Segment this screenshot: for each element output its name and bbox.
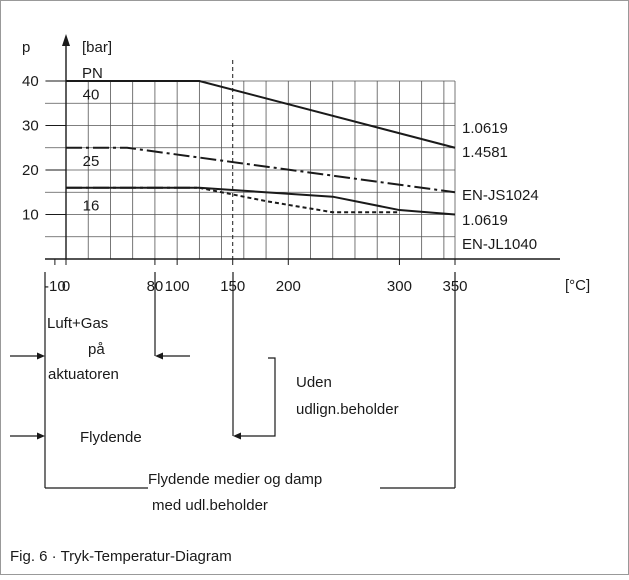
y-tick-label: 10	[22, 207, 39, 224]
figure-caption: Fig. 6 · Tryk-Temperatur-Diagram	[10, 548, 232, 565]
annot-flydende: Flydende	[80, 429, 142, 446]
annotations: Luft+Gas på aktuatoren Uden udlign.behol…	[10, 272, 456, 514]
annot-uden: Uden	[296, 374, 332, 391]
series-pn16a	[66, 186, 456, 216]
x-tick-label: 300	[387, 278, 412, 295]
right-label-4: 1.0619	[462, 212, 508, 229]
pn-value-label: 40	[83, 86, 100, 103]
y-tick-label: 30	[22, 118, 39, 135]
x-tick-label: 200	[276, 278, 301, 295]
arrow-uden-head	[233, 432, 241, 440]
y-tick-label: 40	[22, 73, 39, 90]
y-axis-arrow	[62, 34, 70, 46]
series-pn40	[66, 80, 456, 149]
x-tick-label: 0	[62, 278, 70, 295]
right-label-1: 1.0619	[462, 120, 508, 137]
annot-paa: på	[88, 341, 105, 358]
annot-flydende-medier: Flydende medier og damp	[148, 471, 322, 488]
pn-value-label: 16	[83, 198, 100, 215]
y-tick-label: 20	[22, 162, 39, 179]
series: 40 25 16	[66, 80, 456, 216]
x-tick-label: 100	[165, 278, 190, 295]
pn-label: PN	[82, 65, 103, 82]
right-label-2: 1.4581	[462, 144, 508, 161]
grid	[45, 60, 456, 259]
y-axis-label: p	[22, 39, 30, 56]
x-tick-label: -10	[44, 278, 66, 295]
uden-bracket	[268, 357, 276, 437]
pn-value-label: 25	[83, 153, 100, 170]
series-pn16c	[199, 186, 400, 214]
arrow-left-flydende-head	[37, 432, 45, 440]
annot-aktuatoren: aktuatoren	[48, 366, 119, 383]
labels: p [bar] PN [°C] 1.0619 1.4581 EN-JS1024 …	[22, 39, 590, 294]
series-pn25	[66, 146, 456, 194]
arrow-left-luft-head	[37, 352, 45, 360]
y-unit-label: [bar]	[82, 39, 112, 56]
right-label-3: EN-JS1024	[462, 187, 539, 204]
annot-udlign: udlign.beholder	[296, 401, 399, 418]
x-unit-label: [°C]	[565, 277, 590, 294]
annot-med-udl: med udl.beholder	[152, 497, 268, 514]
arrow-right-luft-head	[155, 352, 163, 360]
annot-luft-gas: Luft+Gas	[47, 315, 108, 332]
right-label-5: EN-JL1040	[462, 236, 537, 253]
